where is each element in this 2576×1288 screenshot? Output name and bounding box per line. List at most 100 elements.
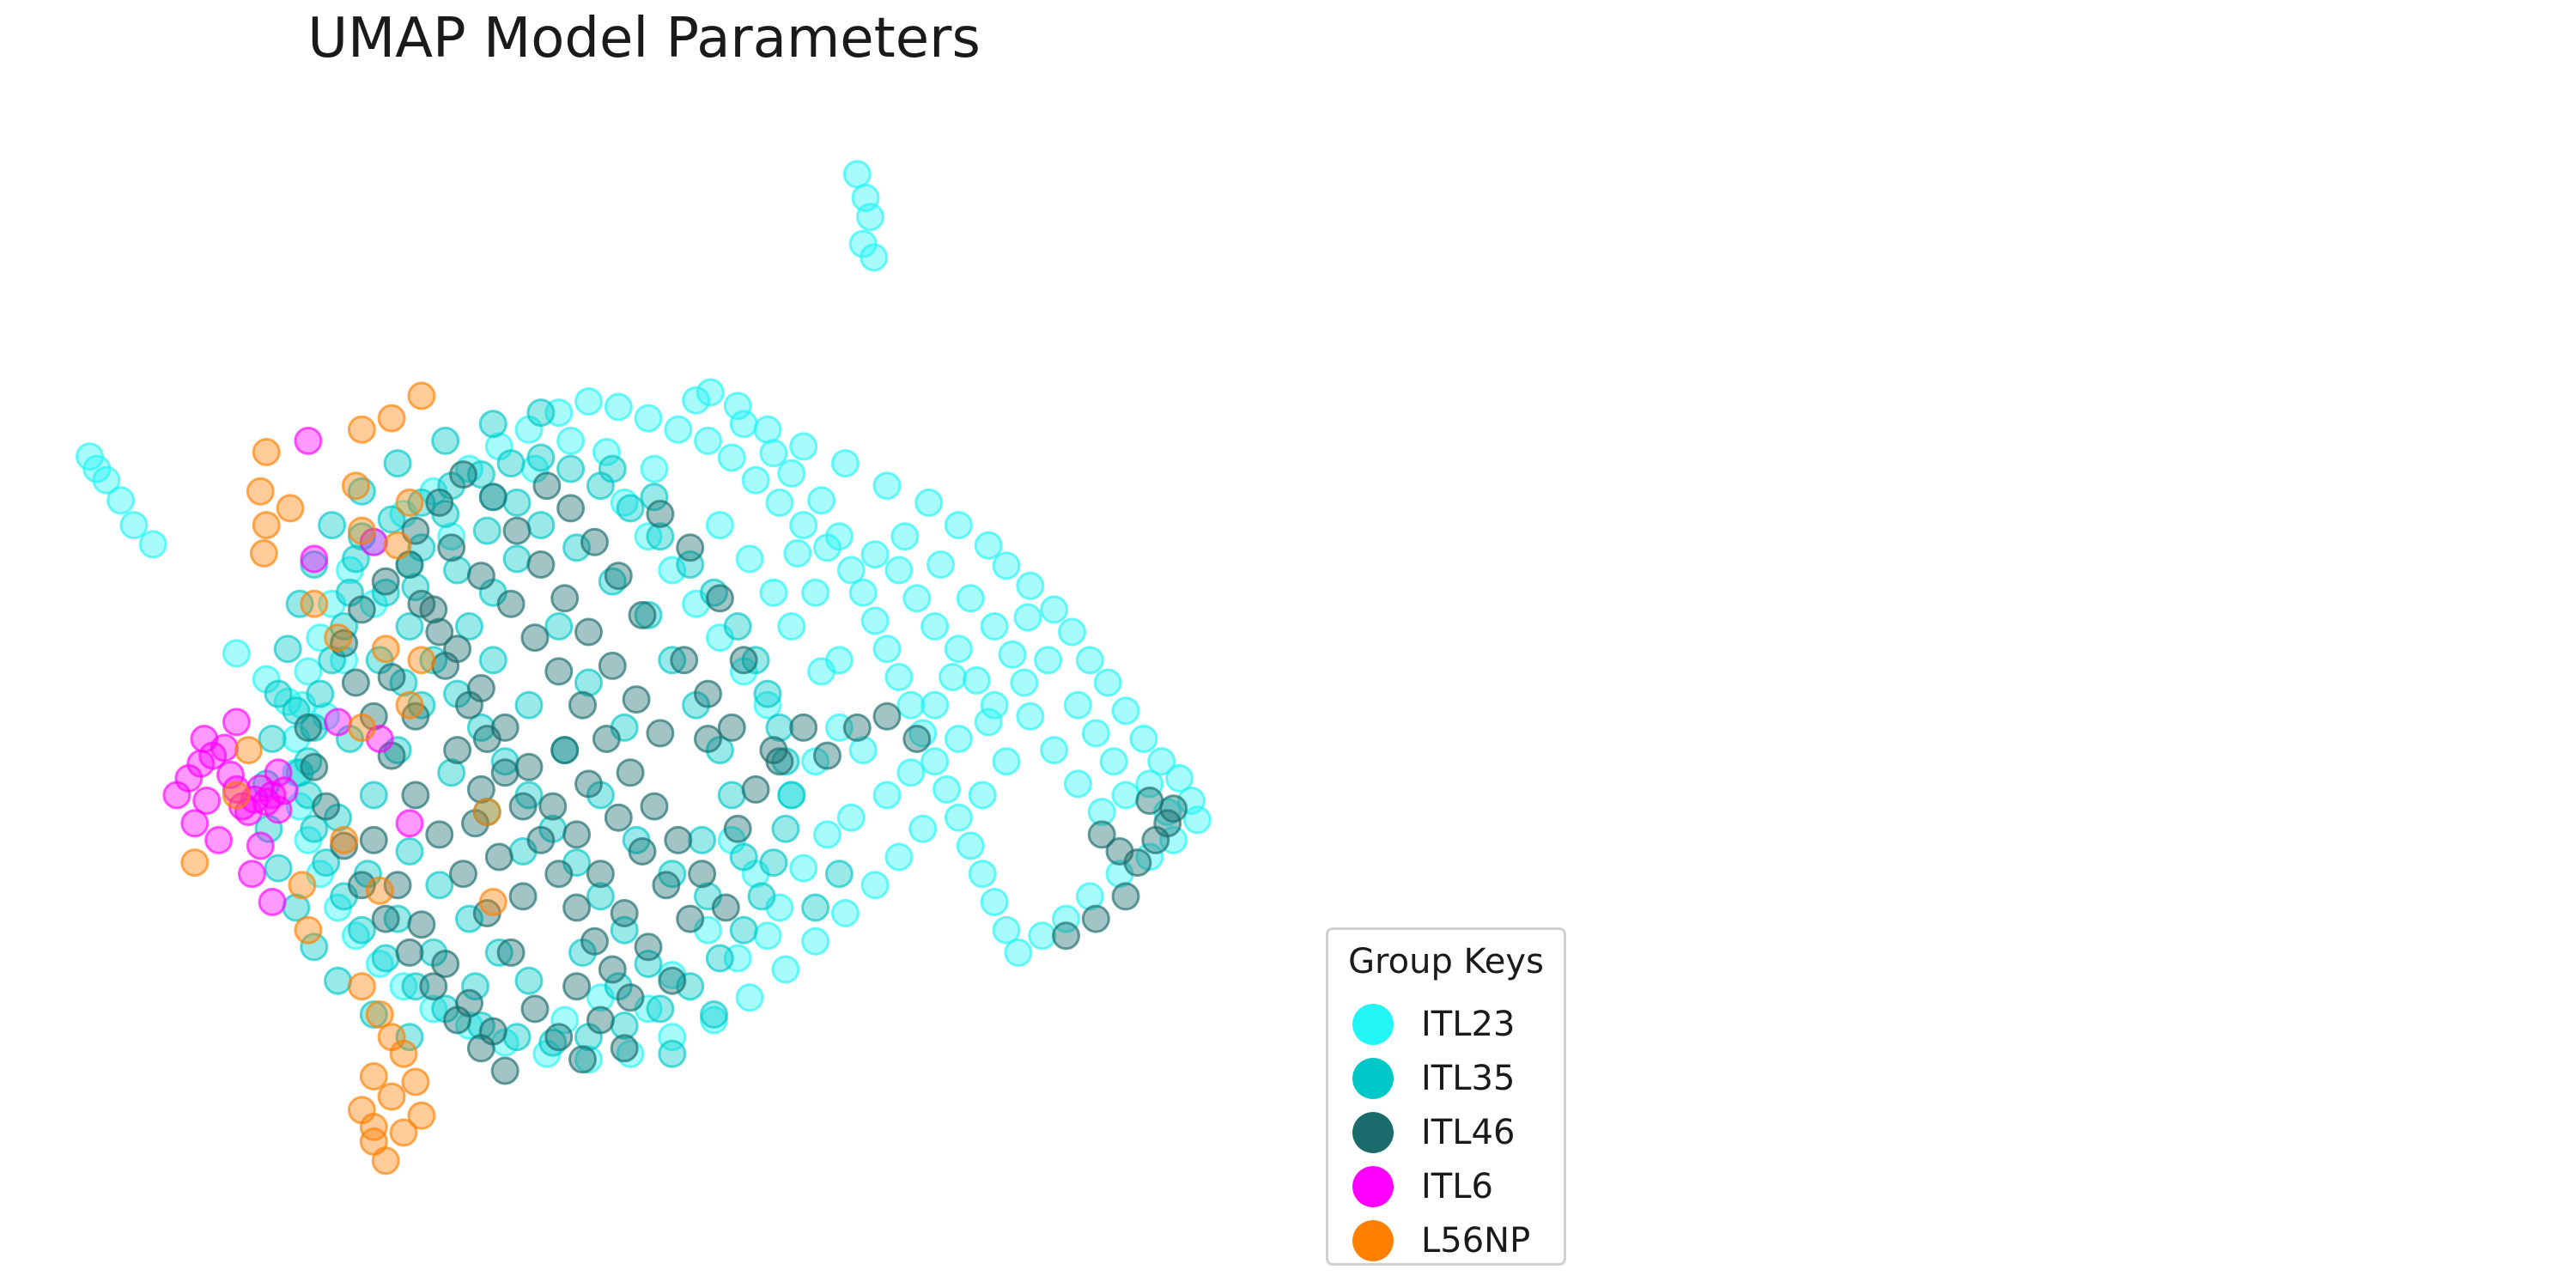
point-itl23-18 bbox=[759, 439, 788, 468]
point-itl46-81 bbox=[532, 471, 562, 501]
point-itl46-53 bbox=[562, 820, 592, 849]
point-itl23-77 bbox=[664, 415, 693, 444]
point-itl46-70 bbox=[294, 713, 323, 742]
point-itl23-47 bbox=[1165, 763, 1194, 793]
point-itl46-117 bbox=[1159, 794, 1188, 823]
point-itl46-39 bbox=[622, 685, 651, 714]
point-itl23-7 bbox=[92, 465, 121, 495]
point-itl23-162 bbox=[556, 426, 586, 455]
point-itl46-119 bbox=[1111, 882, 1140, 911]
point-itl23-62 bbox=[933, 775, 961, 804]
point-itl46-76 bbox=[717, 713, 746, 742]
legend: Group Keys ITL23 ITL35 ITL46 ITL6 L56NP bbox=[1326, 927, 1566, 1266]
point-itl23-111 bbox=[771, 955, 800, 984]
point-itl46-123 bbox=[729, 646, 758, 675]
point-itl46-114 bbox=[1123, 848, 1152, 878]
point-itl6-29 bbox=[264, 758, 293, 787]
point-itl23-113 bbox=[830, 899, 860, 927]
point-l56np-14 bbox=[222, 781, 251, 810]
point-itl23-161 bbox=[592, 438, 621, 466]
point-itl35-126 bbox=[273, 635, 302, 664]
legend-swatch-itl6 bbox=[1352, 1166, 1394, 1207]
point-itl35-16 bbox=[765, 713, 794, 742]
point-itl35-69 bbox=[526, 511, 556, 540]
point-itl46-30 bbox=[544, 657, 574, 686]
point-itl35-37 bbox=[300, 814, 329, 843]
point-itl23-160 bbox=[640, 454, 669, 483]
point-itl35-55 bbox=[586, 882, 615, 911]
point-l56np-33 bbox=[472, 798, 501, 827]
point-l56np-28 bbox=[359, 1127, 388, 1156]
point-itl46-34 bbox=[640, 792, 669, 821]
point-itl35-107 bbox=[401, 573, 430, 602]
point-itl35-110 bbox=[285, 758, 314, 787]
point-itl23-178 bbox=[1063, 690, 1092, 720]
point-itl46-126 bbox=[646, 500, 675, 528]
point-itl35-86 bbox=[574, 668, 603, 697]
point-itl46-69 bbox=[300, 752, 329, 781]
point-itl35-109 bbox=[640, 483, 669, 512]
point-itl46-6 bbox=[490, 758, 519, 787]
point-itl23-68 bbox=[860, 606, 890, 635]
point-itl46-32 bbox=[592, 725, 621, 753]
point-itl35-77 bbox=[688, 825, 717, 854]
point-l56np-16 bbox=[288, 871, 317, 900]
point-itl23-134 bbox=[944, 725, 973, 753]
point-itl23-34 bbox=[944, 511, 973, 540]
point-itl23-154 bbox=[550, 1005, 580, 1035]
point-itl46-90 bbox=[407, 910, 436, 939]
point-itl23-57 bbox=[992, 915, 1021, 945]
point-itl35-25 bbox=[646, 994, 675, 1024]
point-itl46-74 bbox=[670, 646, 699, 675]
point-itl23-115 bbox=[884, 842, 914, 872]
point-itl46-64 bbox=[395, 938, 424, 967]
point-itl23-61 bbox=[944, 803, 973, 832]
point-itl23-24 bbox=[902, 584, 932, 613]
point-itl46-48 bbox=[490, 713, 519, 742]
point-l56np-1 bbox=[246, 477, 275, 506]
point-itl23-72 bbox=[789, 511, 818, 540]
point-itl23-20 bbox=[807, 486, 836, 515]
point-itl6-19 bbox=[246, 831, 275, 860]
point-itl35-6 bbox=[526, 443, 556, 472]
legend-swatch-itl23 bbox=[1352, 1004, 1394, 1045]
point-itl23-36 bbox=[872, 471, 902, 501]
point-l56np-26 bbox=[401, 1067, 430, 1097]
point-itl23-139 bbox=[1063, 769, 1092, 799]
point-itl35-5 bbox=[496, 449, 526, 478]
point-itl23-44 bbox=[1111, 696, 1140, 726]
point-itl46-96 bbox=[604, 803, 633, 832]
point-itl46-27 bbox=[466, 562, 495, 591]
point-itl46-118 bbox=[1135, 787, 1164, 815]
point-l56np-29 bbox=[389, 1118, 418, 1147]
point-itl23-141 bbox=[1111, 781, 1140, 810]
point-itl23-29 bbox=[998, 640, 1027, 669]
point-itl35-105 bbox=[472, 516, 501, 545]
point-itl46-68 bbox=[312, 792, 341, 821]
point-itl23-9 bbox=[119, 511, 149, 540]
point-l56np-17 bbox=[330, 825, 359, 854]
point-itl23-14 bbox=[682, 386, 711, 415]
point-itl35-1 bbox=[377, 505, 406, 534]
point-itl23-1 bbox=[856, 203, 884, 232]
point-itl46-8 bbox=[526, 825, 556, 854]
point-itl23-35 bbox=[914, 488, 944, 517]
point-l56np-37 bbox=[377, 404, 406, 433]
point-itl46-44 bbox=[502, 516, 532, 545]
point-itl23-132 bbox=[896, 758, 926, 787]
point-itl35-112 bbox=[801, 893, 830, 922]
point-itl46-42 bbox=[550, 584, 580, 613]
point-itl35-132 bbox=[431, 426, 460, 455]
point-itl35-29 bbox=[502, 1023, 532, 1052]
point-itl23-172 bbox=[956, 584, 985, 613]
point-itl35-70 bbox=[562, 533, 592, 562]
point-l56np-25 bbox=[377, 1082, 406, 1111]
point-itl46-72 bbox=[741, 775, 770, 804]
point-itl35-91 bbox=[437, 758, 466, 787]
point-itl46-82 bbox=[449, 460, 477, 489]
point-l56np-30 bbox=[407, 1101, 436, 1130]
point-itl23-19 bbox=[777, 459, 806, 488]
point-itl46-16 bbox=[449, 860, 477, 889]
point-itl46-18 bbox=[401, 781, 430, 810]
point-itl35-119 bbox=[300, 933, 329, 962]
